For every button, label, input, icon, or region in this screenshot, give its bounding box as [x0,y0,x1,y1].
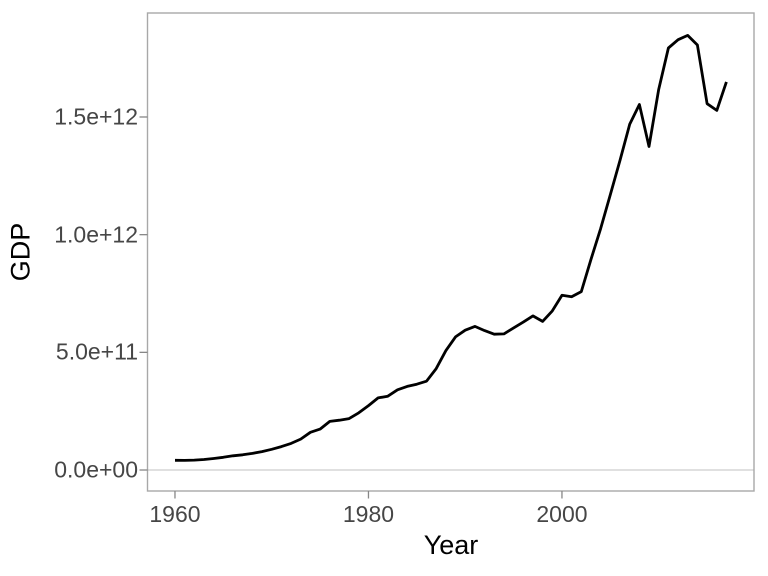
x-axis-title: Year [423,530,479,560]
panel-border [146,12,755,492]
y-tick-label: 1.0e+12 [54,221,138,248]
y-tick-label: 0.0e+00 [54,456,138,483]
y-axis-title: GDP [5,222,36,282]
gdp-series-line [174,34,728,462]
x-tick-label: 1960 [149,501,201,527]
x-tick-label: 1980 [342,501,395,527]
x-tick-label: 2000 [536,501,588,527]
y-tick-label: 5.0e+11 [55,338,138,365]
y-tick-label: 1.5e+12 [54,103,138,130]
